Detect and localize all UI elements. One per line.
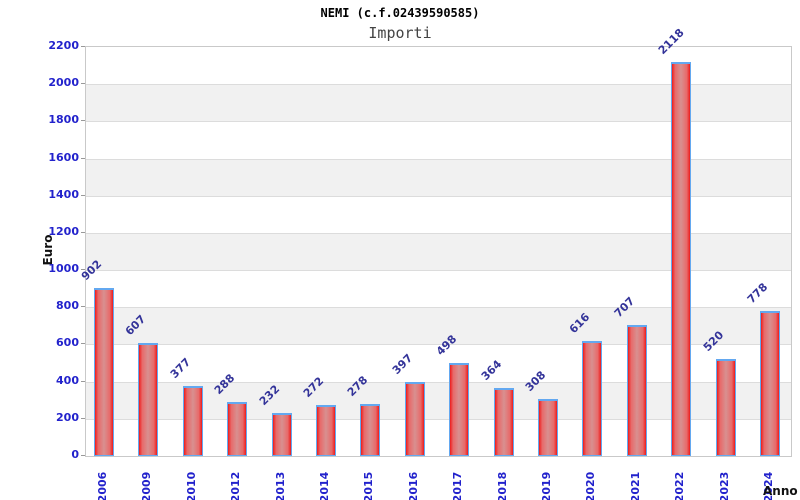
plot-area (85, 46, 792, 457)
y-tick-mark (81, 343, 85, 345)
y-tick-label: 1600 (48, 150, 79, 164)
bar (360, 404, 381, 456)
x-axis-title: Anno (763, 484, 798, 498)
gridline (86, 84, 791, 86)
gridline (86, 121, 791, 123)
x-tick-label: 2022 (673, 471, 687, 500)
x-tick-label: 2021 (628, 471, 642, 500)
bar (94, 288, 114, 456)
gridline (86, 270, 791, 272)
bar (138, 343, 159, 456)
bar (316, 405, 336, 456)
y-tick-mark (81, 417, 85, 419)
y-tick-label: 0 (71, 448, 79, 461)
bar (671, 62, 692, 456)
y-tick-mark (81, 306, 85, 308)
y-tick-label: 800 (56, 299, 79, 313)
y-tick-label: 2200 (48, 39, 79, 52)
x-tick-label: 2023 (717, 471, 731, 500)
gridline (86, 195, 791, 197)
bar (182, 386, 203, 456)
gridline (86, 344, 791, 346)
chart-subtitle: Importi (368, 24, 432, 42)
y-tick-label: 1000 (48, 262, 79, 276)
x-tick-label: 2014 (318, 471, 331, 500)
gridline (86, 418, 791, 420)
bar (227, 402, 248, 456)
bar (538, 399, 558, 456)
bar (449, 363, 470, 456)
y-tick-mark (81, 380, 85, 382)
y-tick-label: 2000 (48, 76, 79, 90)
x-tick-label: 2015 (362, 471, 376, 500)
y-tick-mark (81, 157, 85, 159)
bar (582, 341, 603, 456)
gridline (86, 232, 791, 234)
x-tick-label: 2006 (96, 471, 109, 500)
gridline (86, 307, 791, 309)
y-tick-mark (81, 83, 85, 85)
x-tick-label: 2017 (451, 471, 465, 500)
y-tick-mark (81, 455, 85, 456)
y-tick-mark (81, 46, 85, 47)
x-tick-label: 2019 (540, 471, 553, 500)
y-tick-mark (81, 269, 85, 271)
bar (626, 325, 647, 456)
y-tick-mark (81, 194, 85, 196)
y-tick-label: 1400 (48, 187, 79, 201)
bar (404, 382, 425, 456)
y-tick-label: 600 (56, 336, 79, 350)
x-tick-label: 2013 (273, 471, 287, 500)
x-tick-label: 2018 (495, 471, 509, 500)
x-tick-label: 2009 (140, 471, 154, 500)
y-tick-label: 1200 (48, 224, 79, 238)
x-tick-label: 2020 (584, 471, 598, 500)
bar (715, 359, 736, 456)
x-tick-label: 2016 (406, 471, 420, 500)
x-tick-label: 2010 (184, 471, 198, 500)
gridline (86, 381, 791, 383)
bar (271, 413, 292, 456)
x-tick-label: 2012 (229, 471, 243, 500)
y-tick-label: 200 (56, 410, 79, 424)
y-tick-mark (81, 120, 85, 122)
y-tick-mark (81, 231, 85, 233)
y-tick-label: 1800 (48, 113, 79, 127)
gridline (86, 158, 791, 160)
bar (493, 388, 514, 456)
chart-title: NEMI (c.f.02439590585) (320, 6, 480, 20)
y-tick-label: 400 (56, 373, 79, 387)
bar (760, 311, 780, 456)
